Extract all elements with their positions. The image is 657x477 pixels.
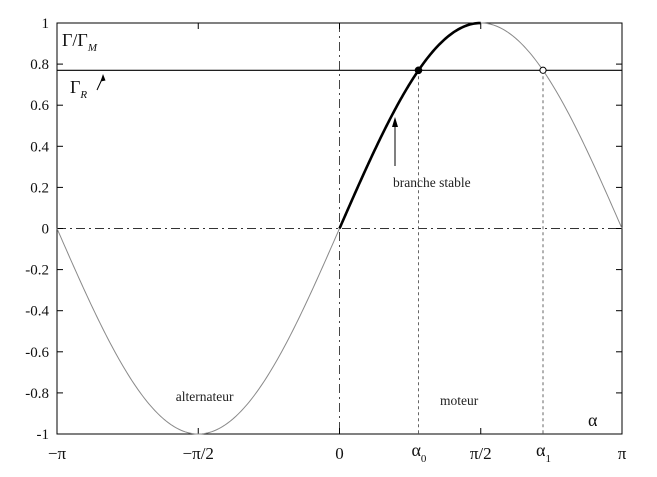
y-tick-label: -0.8 bbox=[25, 386, 49, 402]
stable-branch-label: branche stable bbox=[393, 175, 471, 190]
alpha-1-label: α1 bbox=[536, 440, 551, 465]
gamma-r-label-main: Γ bbox=[70, 77, 80, 97]
gamma-r-label-sub: R bbox=[79, 89, 87, 101]
y-axis: 1 0.8 0.6 0.4 0.2 0 -0.2 -0.4 -0.6 -0.8 -1 bbox=[25, 16, 622, 443]
y-tick-label: 0.8 bbox=[30, 57, 49, 73]
y-tick-label: 0.2 bbox=[30, 180, 49, 196]
y-tick-label: -1 bbox=[37, 427, 50, 443]
stable-operating-point bbox=[414, 66, 423, 75]
x-tick-label: 0 bbox=[335, 444, 344, 463]
alternator-label: alternateur bbox=[176, 389, 234, 404]
y-tick-label: -0.4 bbox=[25, 304, 49, 320]
motor-label: moteur bbox=[440, 393, 479, 408]
x-tick-label: −π/2 bbox=[183, 444, 214, 463]
operating-points bbox=[414, 66, 547, 75]
stable-branch-arrow bbox=[392, 117, 398, 166]
alpha-0-label: α0 bbox=[411, 440, 426, 465]
y-tick-label: -0.2 bbox=[25, 263, 49, 279]
gamma-r-label: ΓR bbox=[70, 77, 87, 101]
x-axis-label: α bbox=[588, 410, 598, 430]
y-tick-label: 0 bbox=[42, 222, 50, 238]
gamma-r-arrow bbox=[96, 74, 106, 91]
x-tick-label: −π bbox=[48, 444, 67, 463]
ratio-label: Γ/ΓM bbox=[62, 30, 98, 54]
y-tick-label: 0.4 bbox=[30, 139, 49, 155]
alpha-1-label-sub: 1 bbox=[545, 453, 551, 465]
unstable-operating-point bbox=[539, 66, 547, 74]
y-tick-label: 0.6 bbox=[30, 98, 49, 114]
ratio-label-main: Γ/Γ bbox=[62, 30, 88, 50]
x-tick-label: π bbox=[618, 444, 627, 463]
alpha-1-label-main: α bbox=[536, 440, 546, 460]
alpha-0-label-main: α bbox=[411, 440, 421, 460]
y-tick-label: 1 bbox=[42, 16, 50, 32]
ratio-label-sub: M bbox=[87, 42, 98, 54]
y-tick-label: -0.6 bbox=[25, 345, 49, 361]
operating-point-drop-lines bbox=[418, 70, 544, 434]
x-tick-label: π/2 bbox=[470, 444, 492, 463]
x-axis: −π −π/2 0 π/2 π bbox=[48, 23, 627, 463]
stable-branch-curve bbox=[338, 21, 481, 230]
alpha-0-label-sub: 0 bbox=[421, 453, 427, 465]
